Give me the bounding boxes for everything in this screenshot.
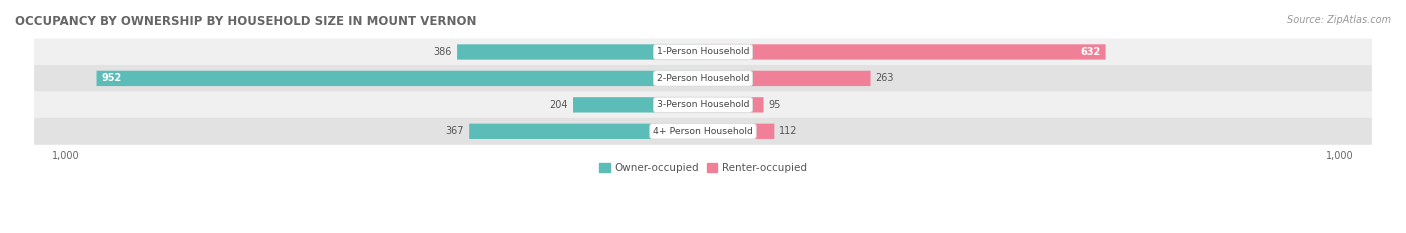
FancyBboxPatch shape [34, 91, 1372, 118]
Text: 204: 204 [550, 100, 568, 110]
Legend: Owner-occupied, Renter-occupied: Owner-occupied, Renter-occupied [595, 159, 811, 178]
FancyBboxPatch shape [34, 118, 1372, 145]
Text: 952: 952 [101, 73, 122, 83]
FancyBboxPatch shape [457, 44, 703, 60]
Text: 263: 263 [876, 73, 894, 83]
Text: 632: 632 [1080, 47, 1101, 57]
Text: 386: 386 [433, 47, 451, 57]
FancyBboxPatch shape [703, 124, 775, 139]
Text: 367: 367 [446, 126, 464, 136]
Text: OCCUPANCY BY OWNERSHIP BY HOUSEHOLD SIZE IN MOUNT VERNON: OCCUPANCY BY OWNERSHIP BY HOUSEHOLD SIZE… [15, 15, 477, 28]
FancyBboxPatch shape [703, 97, 763, 113]
FancyBboxPatch shape [97, 71, 703, 86]
Text: 95: 95 [769, 100, 780, 110]
FancyBboxPatch shape [703, 44, 1105, 60]
FancyBboxPatch shape [703, 71, 870, 86]
Text: 1-Person Household: 1-Person Household [657, 48, 749, 56]
FancyBboxPatch shape [470, 124, 703, 139]
FancyBboxPatch shape [34, 65, 1372, 92]
Text: 2-Person Household: 2-Person Household [657, 74, 749, 83]
Text: 4+ Person Household: 4+ Person Household [652, 127, 754, 136]
Text: Source: ZipAtlas.com: Source: ZipAtlas.com [1286, 15, 1391, 25]
Text: 3-Person Household: 3-Person Household [657, 100, 749, 109]
FancyBboxPatch shape [34, 38, 1372, 65]
Text: 112: 112 [779, 126, 799, 136]
FancyBboxPatch shape [574, 97, 703, 113]
